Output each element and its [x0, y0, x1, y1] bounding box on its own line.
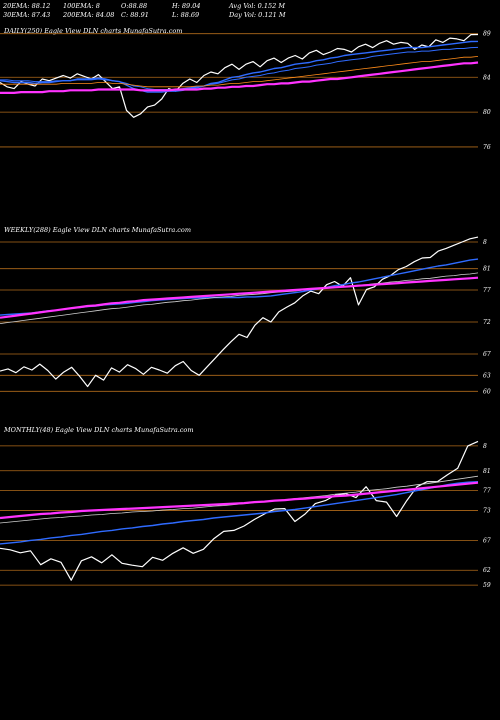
daily-ema100-line	[0, 56, 479, 88]
weekly-y-tick-label: 77	[483, 287, 491, 294]
monthly-y-tick-label: 67	[483, 537, 491, 544]
header-close: C: 88.91	[121, 11, 149, 19]
weekly-y-tick-label: 72	[483, 319, 491, 326]
monthly-price-line	[0, 440, 479, 581]
daily-y-tick-label: 76	[483, 144, 491, 151]
header-ema100: 100EMA: 8	[63, 2, 100, 10]
weekly-ema_fast-line	[0, 258, 479, 316]
header-dayvol: Day Vol: 0.121 M	[229, 11, 286, 19]
daily-panel-title: DAILY(250) Eagle View DLN charts MunafaS…	[4, 27, 183, 35]
daily-ema20-line	[0, 40, 479, 93]
daily-ema200-line	[0, 61, 479, 95]
daily-ema30-line	[0, 46, 479, 90]
monthly-y-tick-label: 73	[483, 508, 491, 515]
monthly-y-tick-label: 81	[483, 468, 491, 475]
daily-y-tick-label: 84	[483, 74, 491, 81]
weekly-ema_slow-line	[0, 272, 479, 324]
weekly-y-tick-label: 60	[483, 388, 491, 395]
monthly-ema_long-line	[0, 481, 479, 520]
weekly-panel-title: WEEKLY(288) Eagle View DLN charts Munafa…	[4, 226, 191, 234]
monthly-ema_fast-line	[0, 481, 479, 545]
monthly-y-tick-label: 62	[483, 567, 491, 574]
header-ema20: 20EMA: 88.12	[3, 2, 51, 10]
weekly-ema_long-line	[0, 276, 479, 319]
daily-y-tick-label: 80	[483, 109, 491, 116]
daily-y-tick-label: 89	[483, 31, 491, 38]
daily-price-line	[0, 33, 479, 118]
weekly-y-tick-label: 67	[483, 351, 491, 358]
header-avgvol: Avg Vol: 0.152 M	[229, 2, 286, 10]
weekly-y-tick-label: 81	[483, 266, 491, 273]
header-open: O:88.88	[121, 2, 148, 10]
monthly-y-tick-label: 59	[483, 582, 491, 589]
weekly-price-line	[0, 236, 479, 388]
header-low: L: 88.69	[172, 11, 200, 19]
header-ema30: 30EMA: 87.43	[3, 11, 51, 19]
monthly-panel-title: MONTHLY(48) Eagle View DLN charts Munafa…	[4, 426, 194, 434]
header-ema200: 200EMA: 84.08	[63, 11, 115, 19]
monthly-y-tick-label: 77	[483, 488, 491, 495]
weekly-y-tick-label: 63	[483, 372, 491, 379]
weekly-y-tick-label: 8	[483, 239, 487, 246]
header-high: H: 89.04	[172, 2, 201, 10]
monthly-y-tick-label: 8	[483, 443, 487, 450]
